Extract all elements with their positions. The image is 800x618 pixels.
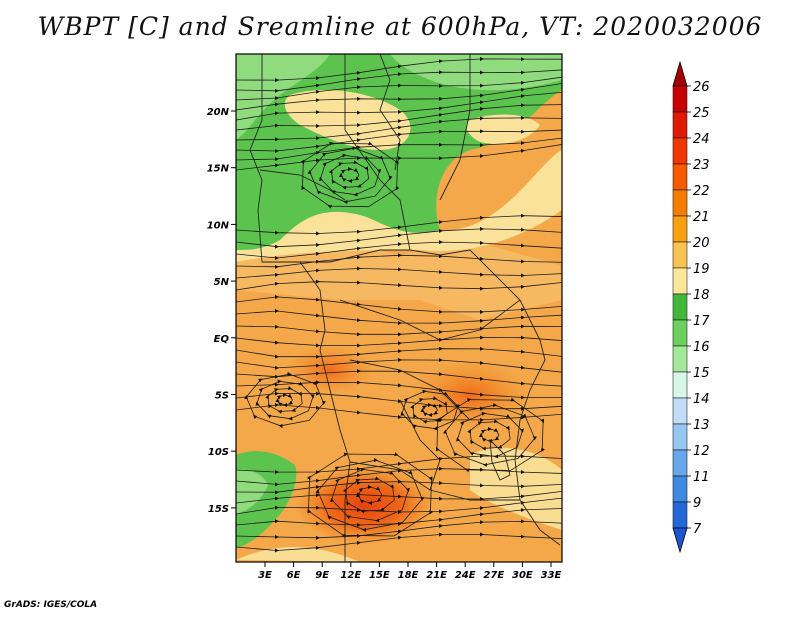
longitude-axis: 3E 6E 9E 12E 15E 18E 21E 24E 27E 30E 33E <box>258 562 562 581</box>
streamline <box>236 266 562 279</box>
streamline <box>236 253 562 269</box>
colorbar-bin <box>672 163 688 191</box>
border-west <box>259 169 346 201</box>
colorbar-level-label: 14 <box>693 392 710 407</box>
colorbar-bin <box>672 371 688 399</box>
colorbar-bin <box>672 293 688 321</box>
wbpt-hotspot-south <box>295 465 435 545</box>
wbpt-field <box>236 54 562 562</box>
coastline-west <box>249 54 351 562</box>
colorbar-level-label: 21 <box>693 210 710 225</box>
border-mid-3 <box>349 359 471 421</box>
colorbar-level-label: 24 <box>693 132 710 147</box>
colorbar-level-label: 18 <box>693 288 710 303</box>
colorbar-level-label: 26 <box>693 80 710 95</box>
streamline <box>300 141 400 209</box>
colorbar-bin <box>672 267 688 295</box>
colorbar-level-label: 13 <box>693 418 710 433</box>
colorbar-level-label: 20 <box>693 236 710 251</box>
colorbar-bin <box>672 501 688 529</box>
border-south-2 <box>399 399 441 491</box>
lat-tick-label: 5N <box>214 277 230 288</box>
lon-tick-label: 24E <box>455 570 476 581</box>
lat-tick-label: EQ <box>214 334 230 345</box>
border-east <box>344 54 561 546</box>
colorbar-level-label: 19 <box>693 262 710 277</box>
lake <box>489 438 511 481</box>
colorbar-bin <box>672 215 688 243</box>
lon-tick-label: 9E <box>315 570 329 581</box>
colorbar-level-label: 11 <box>693 470 710 485</box>
colorbar-bin <box>672 397 688 425</box>
lon-tick-label: 6E <box>287 570 301 581</box>
colorbar-bin <box>672 345 688 373</box>
lat-tick-label: 15S <box>208 504 229 515</box>
border-north-1 <box>379 54 401 171</box>
colorbar-bin <box>672 449 688 477</box>
border-north-2 <box>439 54 471 201</box>
colorbar-bottom-arrow <box>672 527 688 554</box>
streamline <box>236 144 562 171</box>
map-title: WBPT [C] and Sreamline at 600hPa, VT: 20… <box>37 12 763 41</box>
lon-tick-label: 12E <box>340 570 361 581</box>
lon-tick-label: 18E <box>398 570 419 581</box>
lon-tick-label: 15E <box>369 570 390 581</box>
streamline <box>236 308 562 326</box>
colorbar-level-label: 12 <box>693 444 710 459</box>
lat-tick-label: 15N <box>207 164 230 175</box>
colorbar-bin <box>672 475 688 503</box>
lon-tick-label: 21E <box>426 570 447 581</box>
colorbar-bin <box>672 241 688 269</box>
streamline <box>236 490 562 504</box>
streamline <box>236 357 562 373</box>
colorbar-bin <box>672 111 688 139</box>
wbpt-hotspot-west <box>285 345 375 395</box>
colorbar-level-label: 22 <box>693 184 710 199</box>
streamline <box>236 532 562 553</box>
colorbar-level-label: 23 <box>693 158 710 173</box>
colorbar-top-arrow <box>672 60 688 87</box>
lon-tick-label: 3E <box>258 570 272 581</box>
lat-tick-label: 10S <box>208 447 229 458</box>
country-borders <box>249 54 561 562</box>
colorbar-level-label: 9 <box>693 496 701 511</box>
streamline <box>236 279 562 291</box>
streamlines <box>236 56 562 553</box>
footer-credit: GrADS: IGES/COLA <box>4 600 98 610</box>
colorbar-bin <box>672 423 688 451</box>
streamline <box>400 389 460 431</box>
colorbar-bin <box>672 137 688 165</box>
streamline <box>244 372 326 428</box>
lon-tick-label: 27E <box>483 570 504 581</box>
streamline <box>236 335 562 348</box>
colorbar-bin <box>672 85 688 113</box>
plot-frame <box>235 53 563 563</box>
colorbar-bin <box>672 319 688 347</box>
lon-tick-label: 33E <box>541 570 562 581</box>
streamline <box>236 346 562 359</box>
colorbar-bin <box>672 189 688 217</box>
colorbar-level-label: 7 <box>693 522 702 537</box>
streamline <box>236 324 562 337</box>
colorbar: 26 25 24 23 22 21 20 19 18 17 16 15 14 13 12 11 9 7 <box>672 60 710 554</box>
colorbar-level-label: 16 <box>693 340 710 355</box>
lon-tick-label: 30E <box>512 570 533 581</box>
lat-tick-label: 20N <box>207 107 230 118</box>
border-mid-1 <box>262 249 410 263</box>
colorbar-level-label: 25 <box>693 106 710 121</box>
colorbar-level-label: 17 <box>693 314 710 329</box>
streamline <box>236 479 562 495</box>
lat-tick-label: 10N <box>207 220 230 231</box>
lat-tick-label: 5S <box>215 391 229 402</box>
colorbar-level-label: 15 <box>693 366 710 381</box>
border-mid-2 <box>339 299 521 341</box>
wbpt-yellow-south <box>236 547 360 562</box>
latitude-axis: 20N 15N 10N 5N EQ 5S 10S 15S <box>207 107 236 515</box>
